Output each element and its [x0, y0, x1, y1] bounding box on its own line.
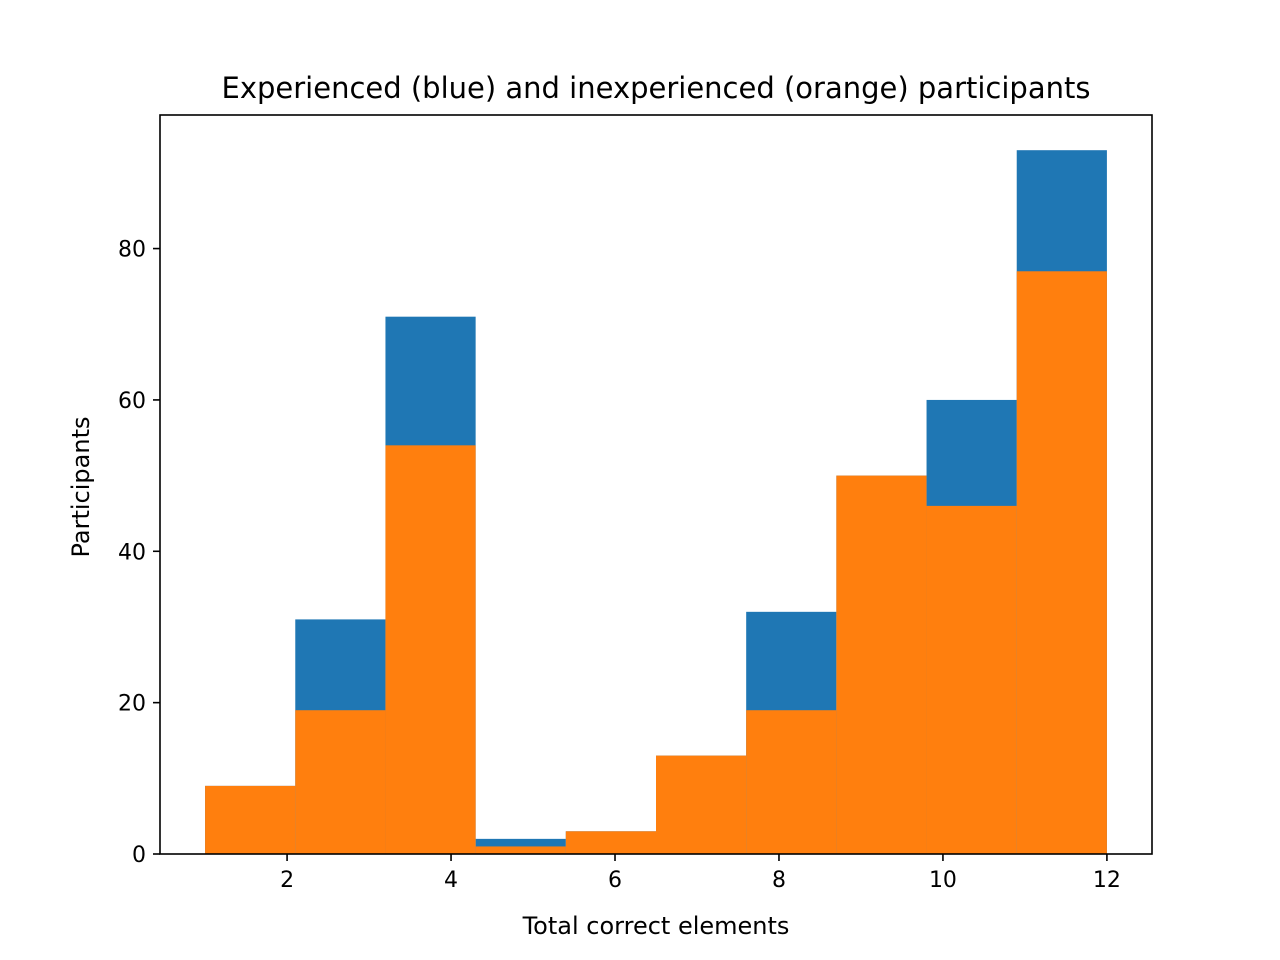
x-tick-label: 8: [772, 868, 786, 893]
x-tick-label: 12: [1093, 868, 1121, 893]
bar-inexperienced-3: [475, 846, 566, 854]
bar-inexperienced-1: [295, 710, 386, 854]
x-axis-ticks: 2 4 6 8 10 12: [280, 854, 1121, 893]
y-axis-ticks: 0 20 40 60 80: [118, 238, 160, 868]
bar-inexperienced-9: [1016, 271, 1107, 854]
y-tick-label: 20: [118, 692, 146, 717]
bar-inexperienced-0: [205, 785, 296, 854]
bars-group: [205, 150, 1107, 854]
bar-inexperienced-7: [836, 475, 927, 854]
bar-inexperienced-5: [656, 755, 747, 854]
bar-inexperienced-4: [565, 831, 656, 854]
y-tick-label: 40: [118, 540, 146, 565]
x-tick-label: 4: [444, 868, 458, 893]
y-tick-label: 80: [118, 238, 146, 263]
bar-inexperienced-2: [385, 445, 476, 854]
x-tick-label: 10: [929, 868, 957, 893]
x-axis-label: Total correct elements: [522, 912, 790, 940]
y-tick-label: 60: [118, 389, 146, 414]
y-axis-label: Participants: [67, 417, 95, 558]
bar-inexperienced-8: [926, 505, 1017, 854]
plot-frame: [159, 114, 1153, 855]
x-tick-label: 2: [280, 868, 294, 893]
x-tick-label: 6: [608, 868, 622, 893]
y-tick-label: 0: [132, 843, 146, 868]
chart-title: Experienced (blue) and inexperienced (or…: [222, 71, 1091, 105]
bar-inexperienced-6: [746, 710, 837, 854]
